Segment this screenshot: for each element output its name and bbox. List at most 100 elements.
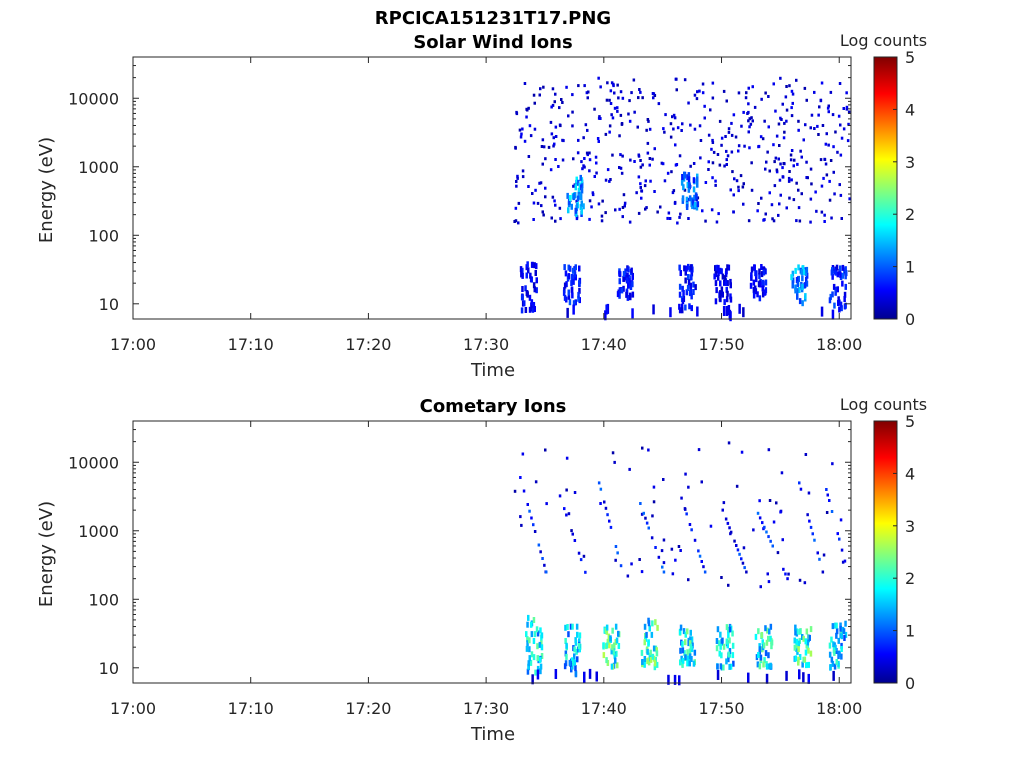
heatmap-cell <box>715 264 718 271</box>
heatmap-cell <box>756 511 760 515</box>
heatmap-cell <box>789 153 793 157</box>
heatmap-cell <box>747 130 750 134</box>
heatmap-cell <box>600 219 604 223</box>
heatmap-cell <box>802 138 805 142</box>
heatmap-cell <box>579 174 582 181</box>
heatmap-cell <box>788 196 791 200</box>
heatmap-cell <box>534 270 537 276</box>
heatmap-cell <box>673 116 677 120</box>
heatmap-cell <box>604 211 607 215</box>
heatmap-cell <box>540 653 544 659</box>
heatmap-cell <box>743 144 746 148</box>
heatmap-cell <box>807 647 810 654</box>
heatmap-cell <box>526 261 529 268</box>
heatmap-cell <box>521 267 524 274</box>
heatmap-cell <box>747 86 750 90</box>
heatmap-cell <box>767 635 770 642</box>
heatmap-cell <box>796 162 799 166</box>
heatmap-cell <box>728 637 731 644</box>
heatmap-cell <box>737 189 740 193</box>
heatmap-cell <box>737 185 740 189</box>
heatmap-cell <box>843 291 847 298</box>
x-tick-label: 17:00 <box>110 335 156 354</box>
heatmap-cell <box>643 656 647 662</box>
heatmap-cell <box>825 173 829 177</box>
heatmap-cell <box>758 663 762 670</box>
heatmap-cell <box>599 117 602 120</box>
heatmap-cell <box>685 512 688 516</box>
heatmap-cell <box>545 570 548 574</box>
heatmap-cell <box>797 264 800 271</box>
heatmap-cell <box>715 220 719 224</box>
heatmap-cell <box>687 101 690 105</box>
heatmap-cell <box>835 648 838 654</box>
heatmap-cell <box>529 621 533 628</box>
heatmap-cell <box>781 102 784 106</box>
heatmap-cell <box>539 663 543 670</box>
heatmap-cell <box>762 218 765 222</box>
heatmap-cell <box>611 153 614 157</box>
heatmap-cell <box>698 554 702 558</box>
heatmap-cell <box>622 285 625 292</box>
heatmap-cell <box>523 82 527 85</box>
heatmap-cell <box>807 491 811 495</box>
heatmap-cell <box>606 513 609 517</box>
heatmap-cell <box>613 642 616 649</box>
heatmap-cell <box>769 635 772 642</box>
heatmap-cell <box>690 636 694 643</box>
heatmap-cell <box>835 264 839 271</box>
heatmap-cell <box>685 265 688 272</box>
heatmap-cell <box>837 660 840 667</box>
heatmap-cell <box>622 270 626 277</box>
heatmap-cell <box>742 110 745 114</box>
heatmap-cell <box>830 636 833 643</box>
heatmap-cell <box>725 149 728 153</box>
heatmap-cell <box>800 155 803 159</box>
heatmap-cell <box>563 507 566 511</box>
heatmap-cell <box>536 201 540 205</box>
heatmap-cell <box>654 657 657 663</box>
heatmap-cell <box>738 303 741 314</box>
heatmap-cell <box>573 491 577 494</box>
heatmap-cell <box>784 95 788 99</box>
heatmap-cell <box>768 169 771 173</box>
colorbar-tick-label: 1 <box>905 258 915 277</box>
heatmap-cell <box>552 144 555 148</box>
heatmap-cell <box>684 304 687 311</box>
heatmap-cell <box>674 558 677 562</box>
heatmap-cell <box>794 655 798 662</box>
heatmap-cell <box>616 83 619 87</box>
heatmap-cell <box>648 157 652 160</box>
heatmap-cell <box>519 266 523 273</box>
heatmap-cell <box>718 650 721 657</box>
heatmap-cell <box>575 623 579 630</box>
heatmap-cell <box>825 511 829 514</box>
heatmap-cell <box>689 282 692 289</box>
heatmap-cell <box>642 511 645 515</box>
heatmap-cell <box>646 141 650 145</box>
heatmap-cell <box>764 167 767 171</box>
heatmap-cell <box>552 136 555 140</box>
heatmap-cell <box>759 585 762 589</box>
heatmap-cell <box>804 649 808 656</box>
heatmap-cell <box>563 663 567 670</box>
heatmap-cell <box>575 199 578 203</box>
colorbar-tick-label: 3 <box>905 517 915 536</box>
heatmap-cell <box>761 137 765 141</box>
heatmap-cell <box>681 641 684 648</box>
heatmap-cell <box>669 122 673 126</box>
heatmap-cell <box>529 659 533 666</box>
heatmap-cell <box>742 307 745 318</box>
heatmap-cell <box>577 187 581 194</box>
heatmap-cell <box>558 206 562 210</box>
heatmap-cell <box>525 115 528 119</box>
heatmap-cell <box>625 277 629 284</box>
heatmap-cell <box>785 206 788 210</box>
heatmap-cell <box>651 514 654 518</box>
heatmap-cell <box>626 272 629 279</box>
heatmap-cell <box>809 197 813 201</box>
heatmap-cell <box>576 646 580 653</box>
heatmap-cell <box>832 145 835 149</box>
heatmap-cell <box>640 512 644 516</box>
